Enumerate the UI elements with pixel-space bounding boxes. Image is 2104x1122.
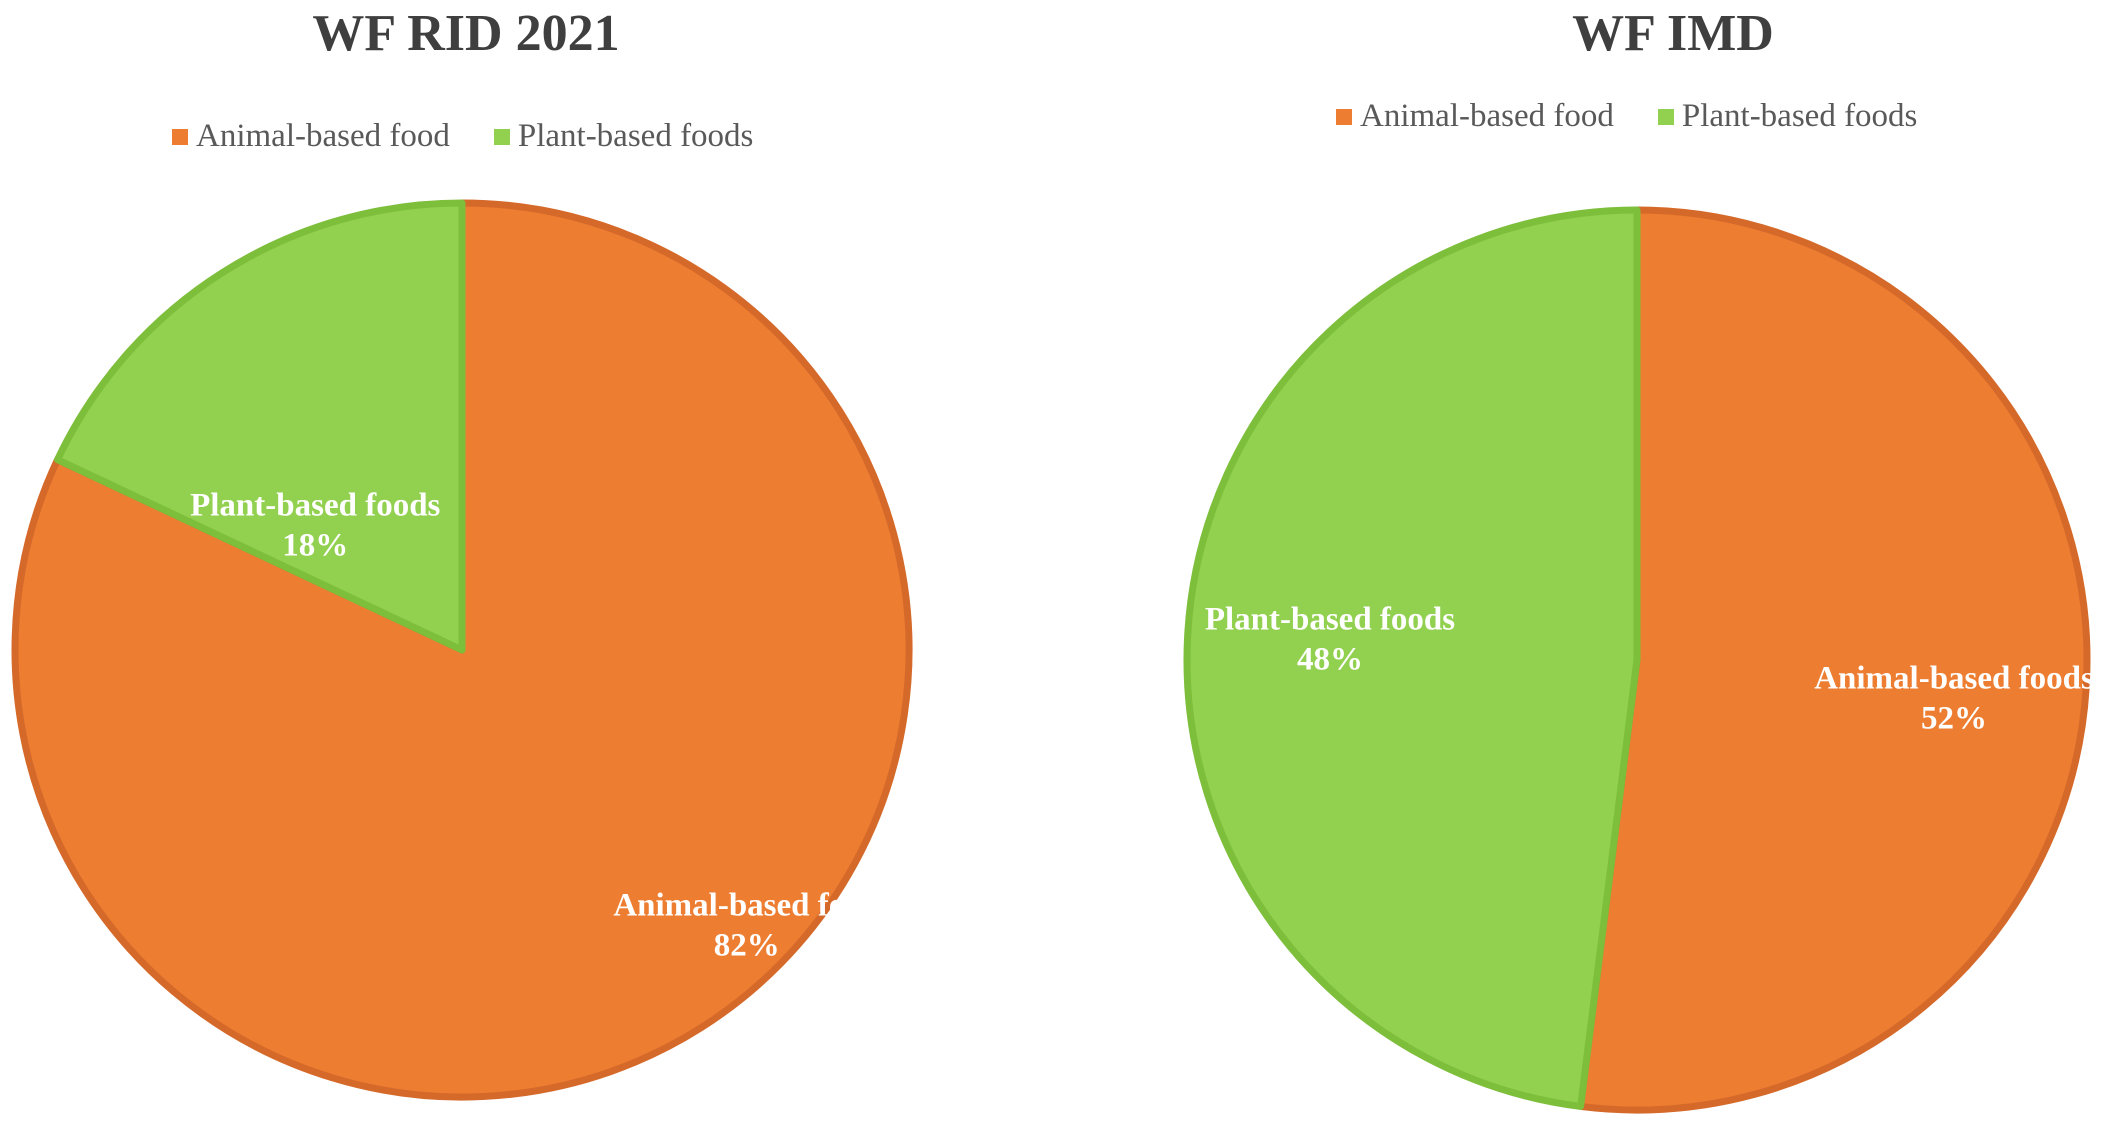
legend-item-plant: Plant-based foods <box>1657 98 1918 135</box>
data-label-category: Plant-based foods <box>190 487 440 523</box>
legend-swatch-plant <box>493 128 510 145</box>
legend: Animal-based food Plant-based foods <box>172 118 753 155</box>
data-label-plant-based-foods: Plant-based foods 18% <box>190 487 440 563</box>
data-label-category: Animal-based foods <box>1814 661 2094 697</box>
legend-label-plant: Plant-based foods <box>1681 98 1918 134</box>
legend-item-animal: Animal-based food <box>1336 98 1614 135</box>
legend: Animal-based food Plant-based foods <box>1336 98 1917 135</box>
legend-label-plant: Plant-based foods <box>517 118 754 154</box>
legend-item-plant: Plant-based foods <box>493 118 754 155</box>
pie-slice-animal-based-foods <box>1577 206 2091 1114</box>
pie-chart: Animal-based foods 52% Plant-based foods 48… <box>1183 206 2094 1114</box>
pie-slice-plant-based-foods <box>1183 206 1641 1110</box>
pie-chart: Animal-based food 82% Plant-based foods 18% <box>11 199 913 1101</box>
legend-swatch-plant <box>1657 108 1674 125</box>
data-label-animal-based-food: Animal-based food 82% <box>613 888 880 964</box>
pie-slice-plant-based-foods <box>54 199 466 654</box>
data-label-percent: 82% <box>714 928 780 964</box>
legend-label-animal: Animal-based food <box>196 118 450 154</box>
chart-title: WF IMD <box>1572 5 1774 62</box>
chart-rid-2021: WF RID 2021 Animal-based food Plant-base… <box>11 5 913 1101</box>
legend-item-animal: Animal-based food <box>172 118 450 155</box>
legend-swatch-animal <box>1336 108 1352 125</box>
data-label-category: Plant-based foods <box>1205 601 1455 637</box>
data-label-percent: 48% <box>1297 641 1363 677</box>
data-label-percent: 52% <box>1921 701 1987 737</box>
data-label-animal-based-foods: Animal-based foods 52% <box>1814 661 2094 737</box>
data-label-plant-based-foods: Plant-based foods 48% <box>1205 601 1455 677</box>
chart-title: WF RID 2021 <box>312 5 620 62</box>
data-label-category: Animal-based food <box>613 888 880 924</box>
chart-imd: WF IMD Animal-based food Plant-based foo… <box>1052 0 2104 1122</box>
legend-label-animal: Animal-based food <box>1360 98 1614 134</box>
data-label-percent: 18% <box>282 527 348 563</box>
legend-swatch-animal <box>172 128 188 145</box>
